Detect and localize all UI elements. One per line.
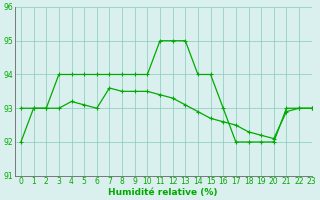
X-axis label: Humidité relative (%): Humidité relative (%) <box>108 188 218 197</box>
